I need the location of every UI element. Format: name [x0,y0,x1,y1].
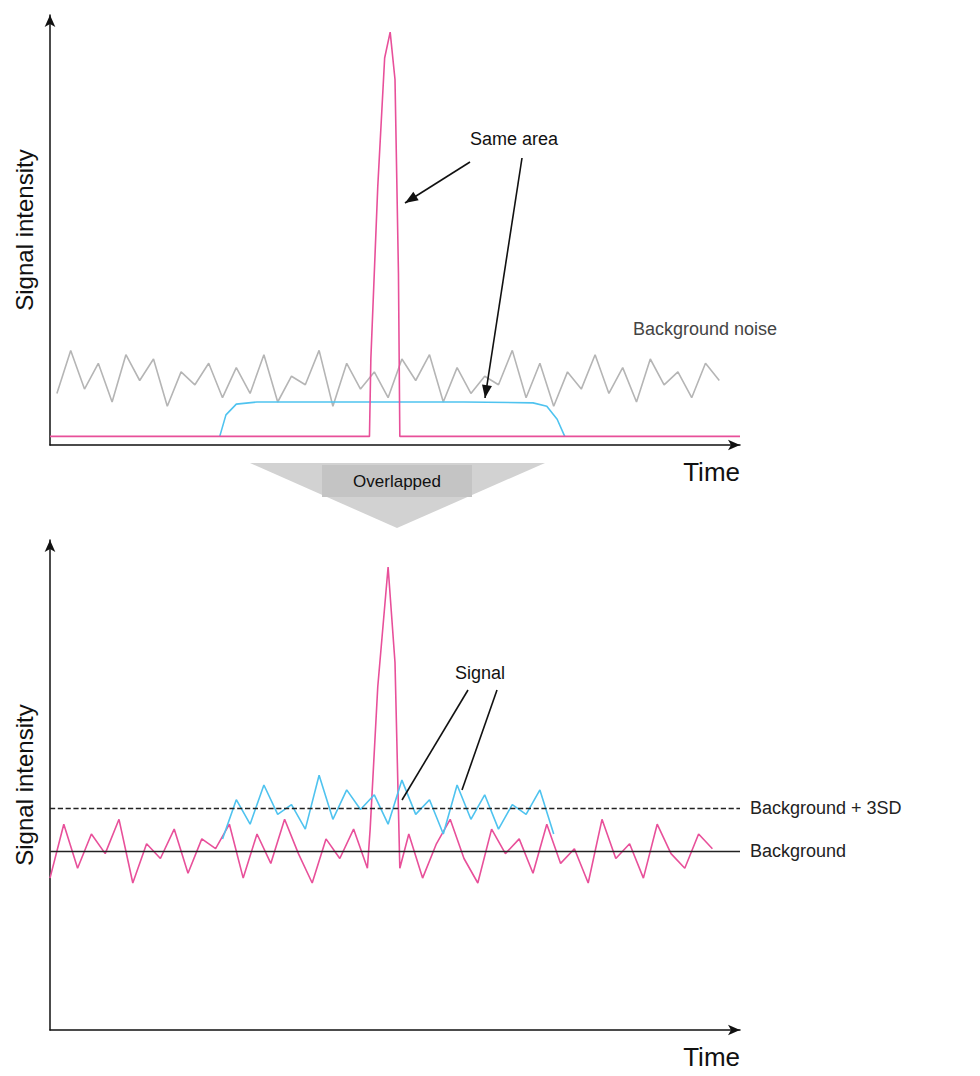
svg-text:Background: Background [750,841,846,861]
svg-text:Signal intensity: Signal intensity [11,704,38,865]
svg-text:Background noise: Background noise [633,319,777,339]
svg-text:Time: Time [683,457,740,487]
svg-text:Overlapped: Overlapped [353,472,441,491]
svg-text:Signal: Signal [455,663,505,683]
svg-text:Time: Time [683,1042,740,1072]
svg-text:Same area: Same area [470,129,559,149]
svg-text:Background + 3SD: Background + 3SD [750,798,902,818]
svg-text:Signal intensity: Signal intensity [11,149,38,310]
